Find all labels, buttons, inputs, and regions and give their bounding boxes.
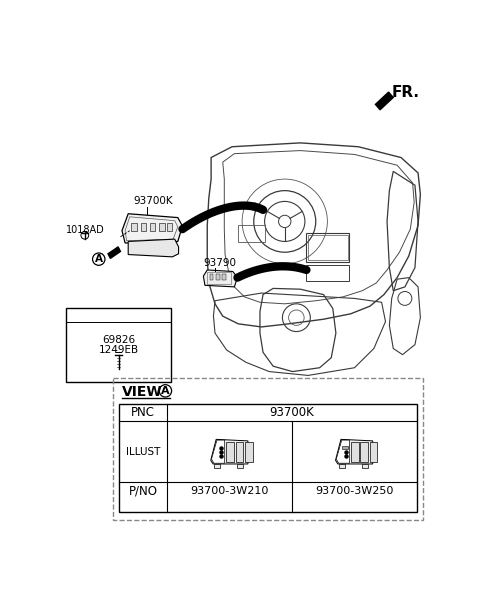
Polygon shape (108, 247, 120, 258)
Bar (360, 442, 368, 462)
Text: 93700K: 93700K (269, 406, 314, 419)
Bar (306, 233, 349, 262)
Polygon shape (375, 92, 393, 110)
Text: 93700-3W210: 93700-3W210 (190, 486, 268, 496)
Text: ILLUST: ILLUST (126, 447, 160, 457)
Text: 1249EB: 1249EB (98, 345, 139, 355)
Text: P/NO: P/NO (129, 485, 157, 497)
Bar (238, 225, 265, 242)
Text: VIEW: VIEW (122, 386, 163, 399)
Polygon shape (204, 270, 238, 287)
Text: 93700K: 93700K (133, 196, 173, 206)
Bar (236, 442, 243, 462)
Bar (141, 223, 146, 230)
Text: 93790: 93790 (204, 258, 236, 268)
Bar (113, 378, 423, 520)
Bar (210, 274, 214, 280)
Polygon shape (122, 214, 182, 243)
Text: PNC: PNC (131, 406, 155, 419)
Bar (308, 235, 348, 260)
Bar (362, 464, 368, 468)
Text: 93700-3W250: 93700-3W250 (315, 486, 393, 496)
Bar (119, 404, 417, 513)
Text: A: A (95, 254, 103, 264)
Text: 1018AD: 1018AD (66, 225, 105, 235)
Polygon shape (336, 440, 349, 463)
Bar (167, 223, 172, 230)
Bar (159, 223, 165, 230)
Bar (245, 442, 252, 462)
Bar (370, 442, 377, 462)
Text: A: A (161, 386, 170, 396)
Polygon shape (212, 440, 225, 463)
Bar (351, 442, 359, 462)
Text: 69826: 69826 (102, 336, 135, 345)
Bar (132, 223, 137, 230)
Bar (207, 272, 230, 284)
Polygon shape (211, 440, 248, 464)
Bar (237, 464, 243, 468)
Polygon shape (128, 239, 179, 257)
Bar (150, 223, 156, 230)
Bar (226, 442, 234, 462)
Bar (343, 446, 348, 448)
Bar (306, 266, 349, 281)
Bar (222, 274, 226, 280)
Bar (66, 308, 171, 381)
Polygon shape (336, 440, 372, 464)
Text: FR.: FR. (392, 85, 420, 100)
Bar (214, 464, 220, 468)
Bar (338, 464, 345, 468)
Bar (216, 274, 220, 280)
